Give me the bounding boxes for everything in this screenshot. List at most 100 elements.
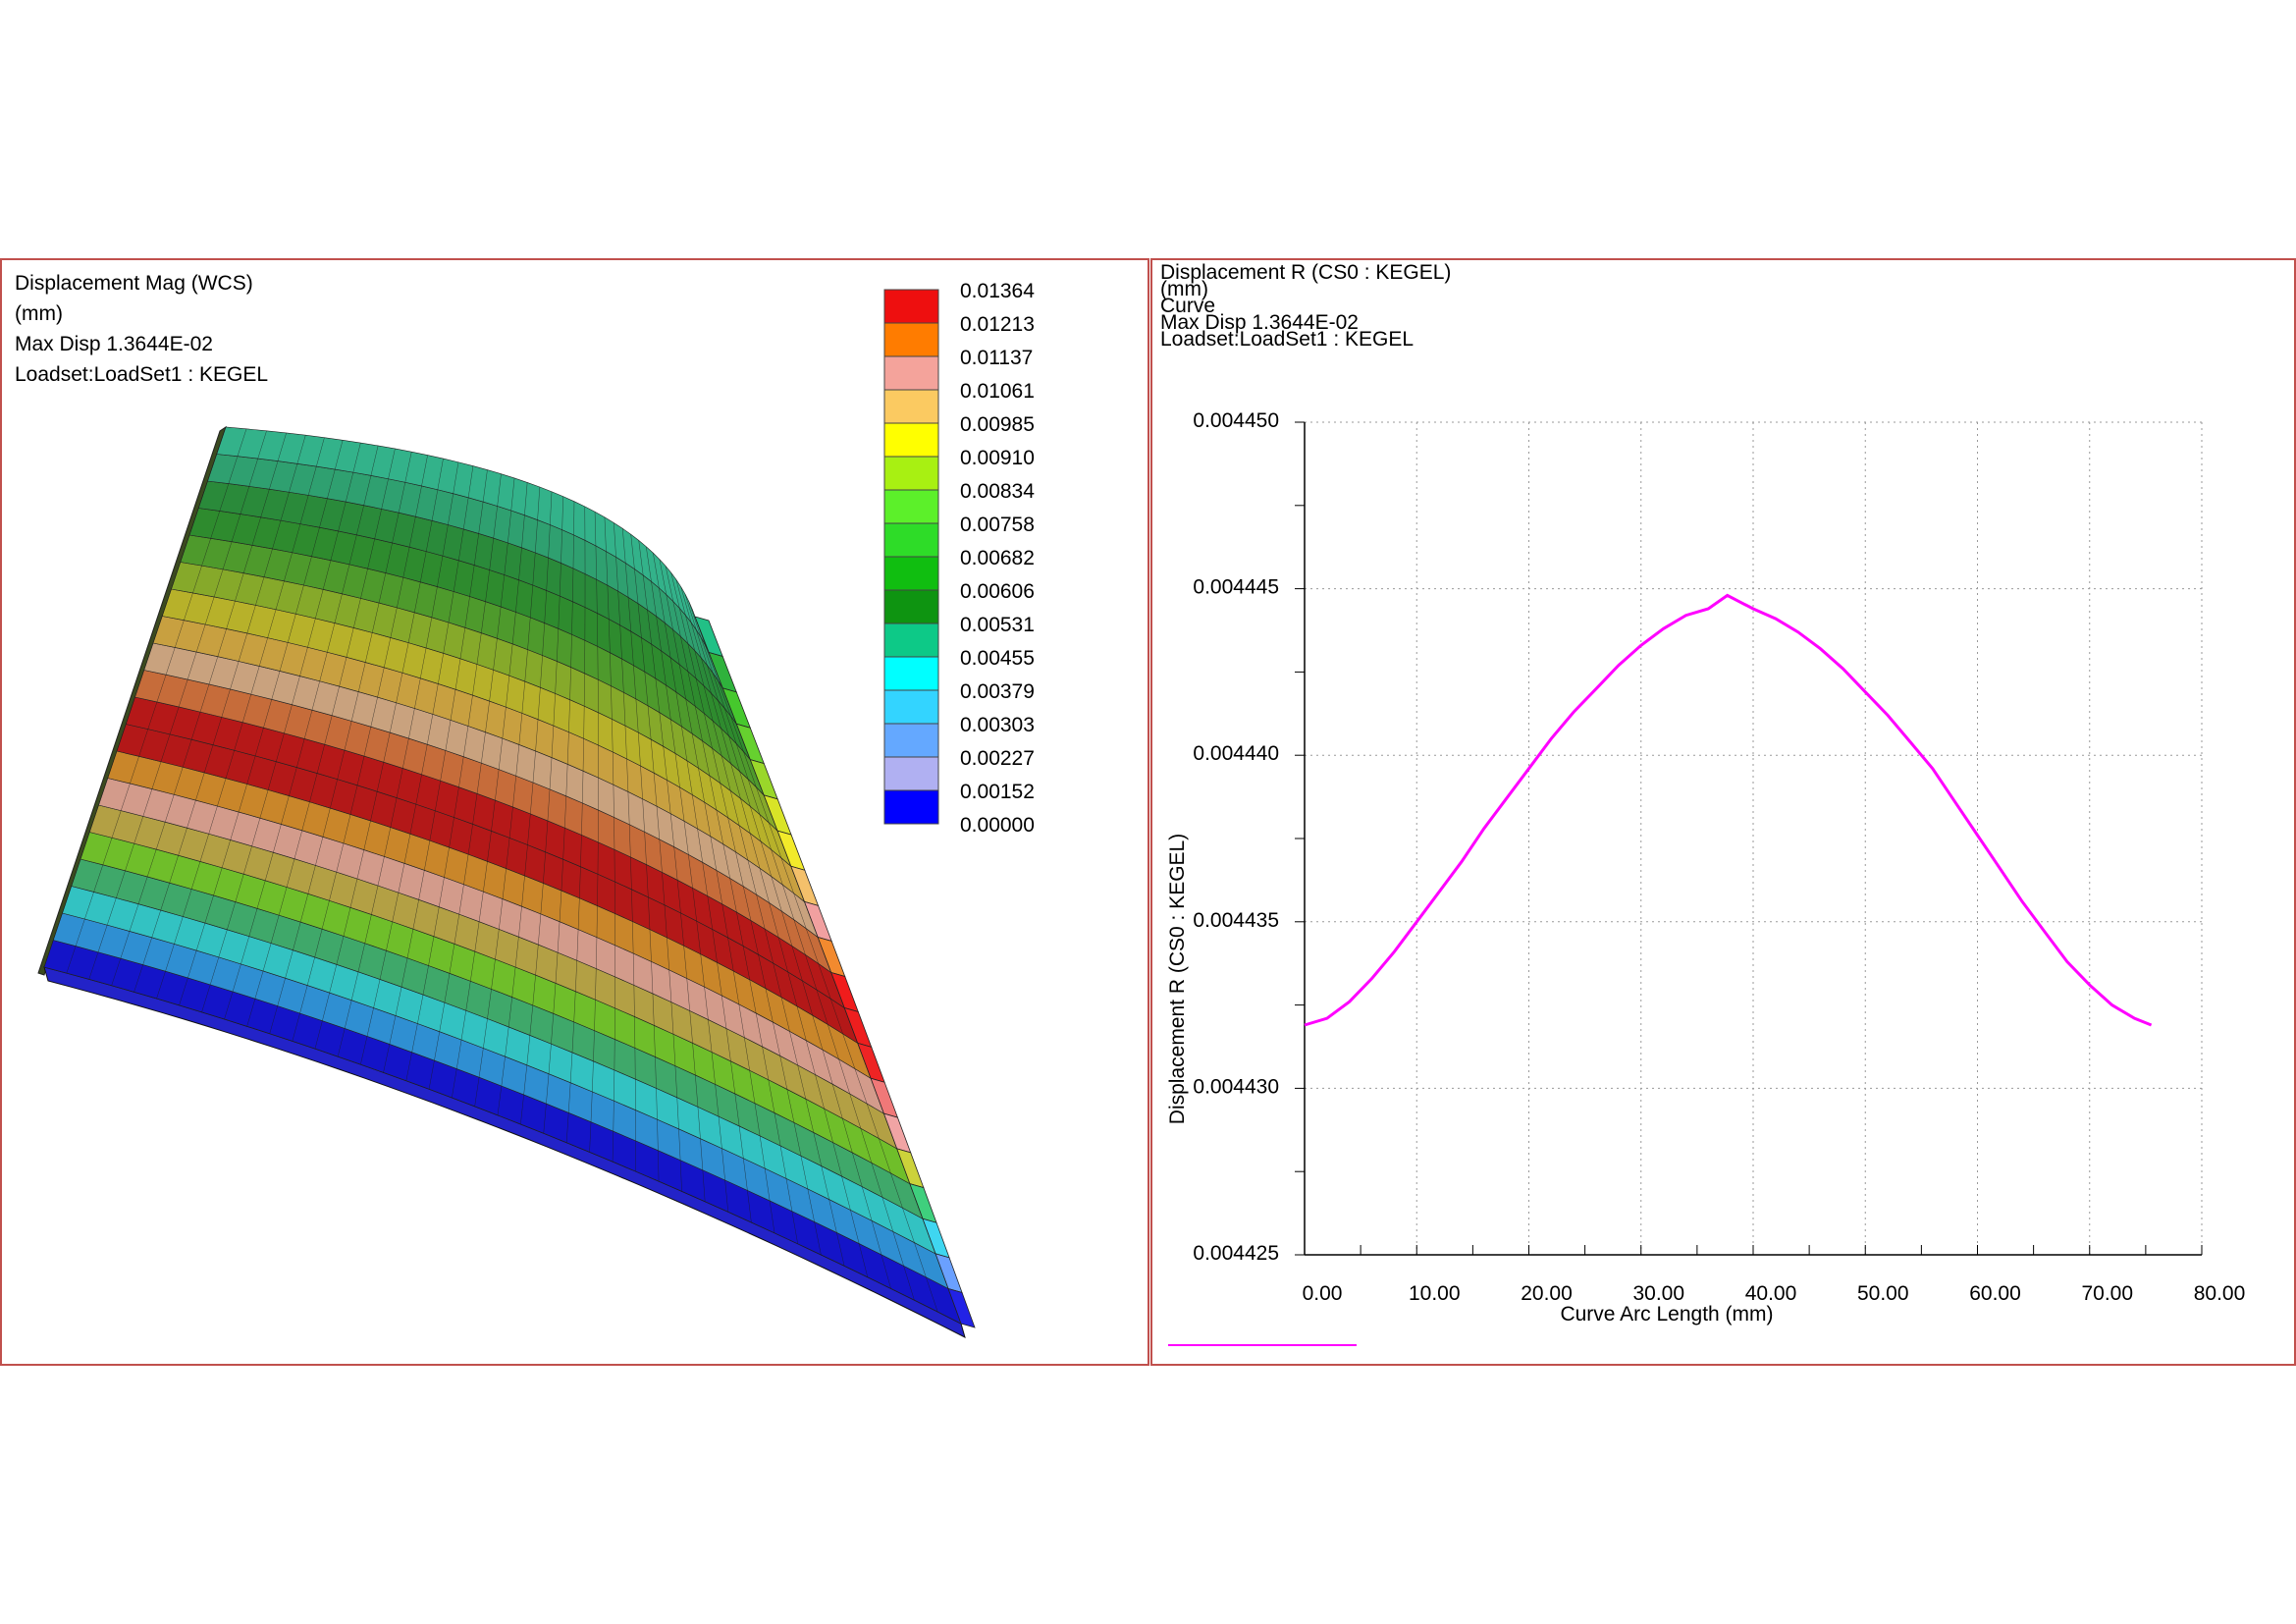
series-line (1304, 593, 2153, 1027)
legend-swatch (883, 456, 939, 491)
legend-swatch (883, 389, 939, 424)
mesh-grid-line (224, 445, 379, 1019)
mesh-grid-line (646, 546, 728, 1213)
mesh-grid-line (659, 559, 775, 1233)
x-tick-label: 60.00 (1969, 1282, 2021, 1305)
legend-label: 0.00379 (960, 680, 1035, 703)
fringe-units: (mm) (15, 302, 63, 325)
mesh-grid-line (337, 461, 459, 1057)
mesh-grid-line (474, 486, 541, 1107)
mesh-grid-line (66, 428, 247, 974)
legend-swatch (883, 489, 939, 524)
mesh-grid-line (88, 430, 267, 980)
y-tick-label: 0.004450 (1193, 409, 1279, 432)
mesh-grid-line (680, 586, 869, 1277)
mesh-grid-line (520, 496, 563, 1124)
graph-svg: 0.004425 0.004430 0.004435 0.004440 0.004445… (1166, 409, 2246, 1346)
mesh-grid-line (604, 516, 615, 1163)
y-tick-label: 0.004425 (1193, 1242, 1279, 1265)
mesh-grid-line (156, 437, 325, 999)
legend-label: 0.00152 (960, 781, 1035, 803)
x-tick-label: 40.00 (1745, 1282, 1797, 1305)
mesh-model (37, 425, 976, 1338)
legend-swatch (883, 422, 939, 458)
y-tick-labels: 0.004425 0.004430 0.004435 0.004440 0.004445… (1193, 409, 1279, 1265)
mesh-grid-line (543, 501, 575, 1134)
mesh-grid-line (670, 572, 822, 1255)
x-tick-labels: 0.00 10.00 20.00 30.00 40.00 50.00 60.00 70.00 8… (1303, 1282, 2246, 1305)
mesh-grid-line (622, 528, 660, 1182)
y-tick-label: 0.004445 (1193, 576, 1279, 599)
legend-label: 0.01213 (960, 313, 1035, 336)
legend-label: 0.01061 (960, 380, 1035, 403)
legend-label: 0.00985 (960, 413, 1035, 436)
x-tick-label: 30.00 (1632, 1282, 1684, 1305)
legend-swatch (883, 656, 939, 691)
graph-title: Displacement R (CS0 : KEGEL) (1160, 261, 1452, 284)
legend-label: 0.00303 (960, 714, 1035, 736)
graph-units: (mm) (1160, 278, 1208, 300)
mesh-grid-line (201, 442, 361, 1012)
x-tick-label: 70.00 (2081, 1282, 2133, 1305)
mesh-grid-line (614, 522, 636, 1171)
mesh-grid-line (638, 540, 706, 1202)
mesh-grid-line (269, 452, 412, 1034)
axis-ticks (1295, 421, 2203, 1256)
mesh-grid-line (452, 482, 528, 1098)
legend-swatch (883, 789, 939, 825)
y-axis-label: Displacement R (CS0 : KEGEL) (1166, 834, 1189, 1124)
fringe-plot-panel: Displacement Mag (WCS) (mm) Max Disp 1.3… (0, 258, 1149, 1366)
x-tick-label: 20.00 (1521, 1282, 1573, 1305)
mesh-grid-line (383, 469, 488, 1073)
x-axis-label: Curve Arc Length (mm) (1560, 1303, 1773, 1326)
graph-max-disp: Max Disp 1.3644E-02 (1160, 311, 1359, 334)
mesh-grid-line (133, 435, 306, 993)
x-tick-label: 50.00 (1857, 1282, 1909, 1305)
mesh-grid-line (360, 465, 474, 1065)
mesh-grid-line (43, 426, 227, 968)
mesh-grid-line (691, 609, 938, 1313)
series-lines (1304, 593, 2153, 1027)
fringe-title: Displacement Mag (WCS) (15, 272, 253, 295)
graph-header: Displacement R (CS0 : KEGEL) (mm) Curve … (1160, 261, 1452, 350)
mesh-grid-line (405, 473, 502, 1081)
legend-label: 0.01364 (960, 280, 1035, 302)
legend-label: 0.00682 (960, 547, 1035, 569)
grid (1305, 421, 2203, 1255)
y-tick-label: 0.004440 (1193, 742, 1279, 765)
fringe-loadset: Loadset:LoadSet1 : KEGEL (15, 363, 269, 386)
mesh-grid-line (428, 477, 515, 1090)
legend-swatch (883, 322, 939, 357)
legend-swatch (883, 589, 939, 624)
graph-curve-label: Curve (1160, 295, 1216, 317)
legend-label: 0.00910 (960, 447, 1035, 469)
legend-swatch (883, 522, 939, 558)
legend-swatch (883, 289, 939, 324)
graph-panel: Displacement R (CS0 : KEGEL) (mm) Curve … (1150, 258, 2296, 1366)
mesh-grid-line (314, 459, 444, 1050)
legend-label: 0.00531 (960, 614, 1035, 636)
mesh-grid-line (675, 579, 845, 1267)
legend-label: 0.00834 (960, 480, 1035, 503)
legend-label: 0.00606 (960, 580, 1035, 603)
legend-swatch (883, 689, 939, 725)
mesh-grid-line (688, 601, 915, 1301)
fringe-svg: 0.01364 0.01213 0.01137 0.01061 0.00985 0.009… (37, 280, 1035, 1338)
legend-swatch (883, 623, 939, 658)
mesh-grid-line (565, 506, 586, 1143)
fringe-max-disp: Max Disp 1.3644E-02 (15, 333, 213, 355)
mesh-grid-line (665, 566, 798, 1244)
mesh-grid-line (246, 448, 396, 1027)
x-tick-label: 80.00 (2194, 1282, 2246, 1305)
mesh-grid-line (111, 432, 287, 986)
fringe-plot-header: Displacement Mag (WCS) (mm) Max Disp 1.3… (15, 268, 268, 390)
legend-swatch (883, 355, 939, 391)
mesh-grid-line (497, 491, 553, 1115)
mesh-grid-line (630, 534, 682, 1192)
legend-swatch (883, 756, 939, 791)
mesh-grid-line (589, 512, 599, 1153)
x-tick-label: 10.00 (1409, 1282, 1461, 1305)
legend-swatch (883, 723, 939, 758)
x-tick-label: 0.00 (1303, 1282, 1343, 1305)
y-tick-label: 0.004435 (1193, 909, 1279, 932)
